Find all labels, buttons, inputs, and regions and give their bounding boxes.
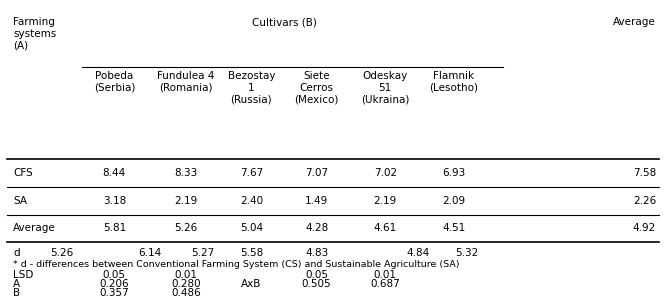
Text: Siete
Cerros
(Mexico): Siete Cerros (Mexico) <box>294 71 339 104</box>
Text: 2.09: 2.09 <box>442 196 466 206</box>
Text: 2.19: 2.19 <box>374 196 397 206</box>
Text: Cultivars (B): Cultivars (B) <box>252 17 316 27</box>
Text: 4.28: 4.28 <box>305 224 328 233</box>
Text: 6.14: 6.14 <box>139 248 162 258</box>
Text: 5.26: 5.26 <box>174 224 198 233</box>
Text: 5.81: 5.81 <box>103 224 126 233</box>
Text: 3.18: 3.18 <box>103 196 126 206</box>
Text: 0.05: 0.05 <box>305 269 328 280</box>
Text: Average: Average <box>13 224 56 233</box>
Text: LSD: LSD <box>13 269 33 280</box>
Text: 2.26: 2.26 <box>633 196 656 206</box>
Text: 0.01: 0.01 <box>374 269 397 280</box>
Text: CFS: CFS <box>13 168 33 178</box>
Text: 4.51: 4.51 <box>442 224 466 233</box>
Text: B: B <box>13 288 20 298</box>
Text: Flamnik
(Lesotho): Flamnik (Lesotho) <box>430 71 478 93</box>
Text: Bezostay
1
(Russia): Bezostay 1 (Russia) <box>228 71 275 104</box>
Text: 0.206: 0.206 <box>99 279 129 289</box>
Text: 0.687: 0.687 <box>370 279 400 289</box>
Text: 2.40: 2.40 <box>240 196 263 206</box>
Text: 4.92: 4.92 <box>633 224 656 233</box>
Text: Average: Average <box>613 17 656 27</box>
Text: 5.32: 5.32 <box>455 248 478 258</box>
Text: * d - differences between Conventional Farming System (CS) and Sustainable Agric: * d - differences between Conventional F… <box>13 260 460 269</box>
Text: Fundulea 4
(Romania): Fundulea 4 (Romania) <box>157 71 215 93</box>
Text: 0.357: 0.357 <box>99 288 129 298</box>
Text: 0.505: 0.505 <box>302 279 332 289</box>
Text: 8.44: 8.44 <box>103 168 126 178</box>
Text: 4.84: 4.84 <box>406 248 430 258</box>
Text: 7.58: 7.58 <box>633 168 656 178</box>
Text: 0.486: 0.486 <box>171 288 201 298</box>
Text: SA: SA <box>13 196 27 206</box>
Text: 5.26: 5.26 <box>51 248 74 258</box>
Text: 7.67: 7.67 <box>240 168 263 178</box>
Text: 0.05: 0.05 <box>103 269 126 280</box>
Text: 7.07: 7.07 <box>305 168 328 178</box>
Text: Pobeda
(Serbia): Pobeda (Serbia) <box>94 71 135 93</box>
Text: 0.01: 0.01 <box>174 269 198 280</box>
Text: 6.93: 6.93 <box>442 168 466 178</box>
Text: 8.33: 8.33 <box>174 168 198 178</box>
Text: 0.280: 0.280 <box>171 279 201 289</box>
Text: 2.19: 2.19 <box>174 196 198 206</box>
Text: 5.27: 5.27 <box>191 248 214 258</box>
Text: 1.49: 1.49 <box>305 196 328 206</box>
Text: d: d <box>13 248 20 258</box>
Text: 4.83: 4.83 <box>305 248 328 258</box>
Text: 5.04: 5.04 <box>240 224 263 233</box>
Text: Farming
systems
(A): Farming systems (A) <box>13 17 57 50</box>
Text: 5.58: 5.58 <box>240 248 263 258</box>
Text: 7.02: 7.02 <box>374 168 397 178</box>
Text: A: A <box>13 279 20 289</box>
Text: AxB: AxB <box>241 279 262 289</box>
Text: 4.61: 4.61 <box>374 224 397 233</box>
Text: Odeskay
51
(Ukraina): Odeskay 51 (Ukraina) <box>361 71 410 104</box>
